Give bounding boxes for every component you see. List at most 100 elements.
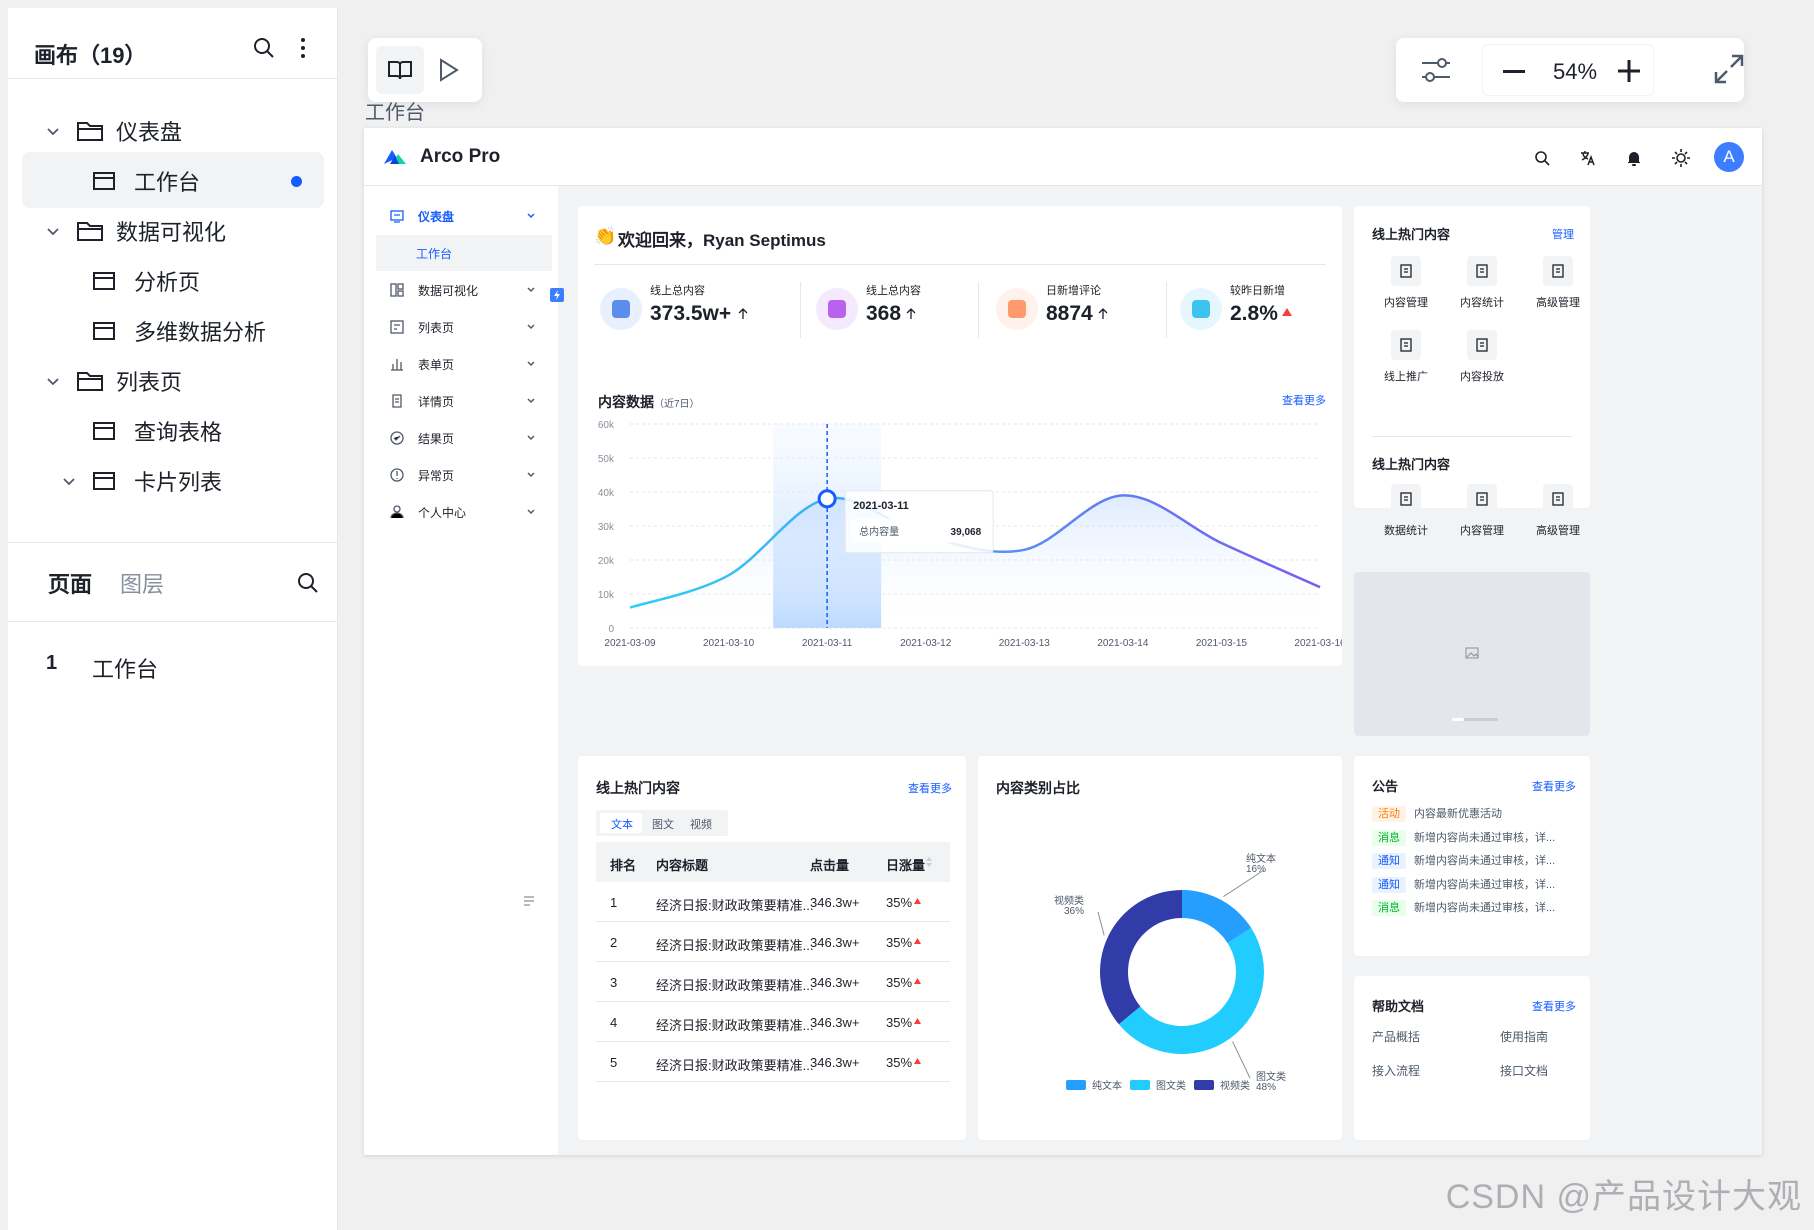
table-row[interactable]: 3 经济日报:财政政策要精准... 346.3w+ 35% xyxy=(596,962,950,1002)
donut-slice[interactable] xyxy=(1100,890,1182,1025)
chevron-down-icon[interactable] xyxy=(60,472,78,490)
notice-item[interactable]: 活动 内容最新优惠活动 xyxy=(1372,804,1582,824)
carousel-indicator[interactable] xyxy=(1452,718,1498,721)
stat-label: 线上总内容 xyxy=(650,285,705,297)
content-data-more-link[interactable]: 查看更多 xyxy=(1282,395,1326,407)
chevron-down-icon[interactable] xyxy=(44,122,62,140)
sidebar-item[interactable]: 详情页 xyxy=(376,383,552,419)
help-link[interactable]: 使用指南 xyxy=(1500,1030,1549,1044)
chevron-down-icon[interactable] xyxy=(44,222,62,240)
chevron-down-icon[interactable] xyxy=(526,469,536,479)
quick-item[interactable]: 内容管理 xyxy=(1376,256,1436,310)
lightning-icon[interactable] xyxy=(550,288,564,302)
manage-link[interactable]: 管理 xyxy=(1552,229,1574,241)
notice-item[interactable]: 消息 新增内容尚未通过审核，详... xyxy=(1372,898,1582,918)
search-icon[interactable] xyxy=(296,571,320,595)
y-tick-label: 20k xyxy=(598,556,615,567)
tab-video[interactable]: 视频 xyxy=(690,819,712,831)
banner-carousel[interactable] xyxy=(1354,572,1590,736)
table-row[interactable]: 2 经济日报:财政政策要精准... 346.3w+ 35% xyxy=(596,922,950,962)
chevron-down-icon[interactable] xyxy=(526,210,536,220)
tooltip-value: 39,068 xyxy=(951,527,982,538)
chevron-down-icon[interactable] xyxy=(526,395,536,405)
sidebar-item[interactable]: 列表页 xyxy=(376,309,552,345)
legend-label[interactable]: 纯文本 xyxy=(1092,1079,1122,1092)
quick-item[interactable]: 内容统计 xyxy=(1452,256,1512,310)
notice-item[interactable]: 消息 新增内容尚未通过审核，详... xyxy=(1372,828,1582,848)
quick-item[interactable]: 内容投放 xyxy=(1452,330,1512,384)
quick-item[interactable]: 高级管理 xyxy=(1528,484,1588,538)
bell-icon[interactable] xyxy=(1627,150,1641,166)
table-row[interactable]: 5 经济日报:财政政策要精准... 346.3w+ 35% xyxy=(596,1042,950,1082)
quick-item[interactable]: 线上推广 xyxy=(1376,330,1436,384)
help-more-link[interactable]: 查看更多 xyxy=(1532,1001,1576,1013)
help-link[interactable]: 接口文档 xyxy=(1500,1064,1549,1078)
quick-item[interactable]: 内容管理 xyxy=(1452,484,1512,538)
legend-swatch[interactable] xyxy=(1066,1080,1086,1090)
hover-point[interactable] xyxy=(817,489,837,509)
avatar[interactable]: A xyxy=(1714,142,1744,172)
legend-label[interactable]: 视频类 xyxy=(1220,1079,1250,1092)
fullscreen-icon[interactable] xyxy=(1714,54,1744,84)
donut-slice[interactable] xyxy=(1118,928,1264,1054)
tree-item[interactable]: 查询表格 xyxy=(8,404,338,458)
x-tick-label: 2021-03-10 xyxy=(703,638,755,649)
settings-sliders-icon[interactable] xyxy=(1420,56,1452,84)
tab-text[interactable]: 文本 xyxy=(611,819,633,831)
chevron-down-icon[interactable] xyxy=(526,321,536,331)
legend-swatch[interactable] xyxy=(1130,1080,1150,1090)
sidebar-item[interactable]: 数据可视化 xyxy=(376,272,552,308)
tab-layers[interactable]: 图层 xyxy=(120,572,165,597)
zoom-in-icon[interactable] xyxy=(1617,59,1641,83)
help-link[interactable]: 接入流程 xyxy=(1372,1064,1421,1078)
search-icon[interactable] xyxy=(252,36,276,60)
chevron-down-icon[interactable] xyxy=(526,506,536,516)
tree-item[interactable]: 卡片列表 xyxy=(8,454,338,508)
page-item-workbench[interactable]: 工作台 xyxy=(92,657,159,682)
tree-item[interactable]: 数据可视化 xyxy=(8,204,338,258)
sort-icon[interactable] xyxy=(926,856,932,868)
tab-pages[interactable]: 页面 xyxy=(48,572,93,597)
sidebar-item[interactable]: 表单页 xyxy=(376,346,552,382)
book-icon[interactable] xyxy=(376,46,424,94)
notice-more-link[interactable]: 查看更多 xyxy=(1532,781,1576,793)
quick-item[interactable]: 数据统计 xyxy=(1376,484,1436,538)
donut-slice[interactable] xyxy=(1182,890,1252,944)
menu-icon xyxy=(390,394,404,408)
table-cell: 经济日报:财政政策要精准... xyxy=(656,898,814,913)
tree-item[interactable]: 工作台 xyxy=(8,154,338,208)
sun-icon[interactable] xyxy=(1672,149,1690,167)
translate-icon[interactable] xyxy=(1580,150,1596,166)
notice-item[interactable]: 通知 新增内容尚未通过审核，详... xyxy=(1372,875,1582,895)
sidebar-item[interactable]: 个人中心 xyxy=(376,494,552,530)
chevron-down-icon[interactable] xyxy=(526,358,536,368)
col-growth[interactable]: 日涨量 xyxy=(886,858,926,873)
collapse-icon[interactable] xyxy=(522,894,536,908)
tree-item[interactable]: 分析页 xyxy=(8,254,338,308)
legend-swatch[interactable] xyxy=(1194,1080,1214,1090)
notice-item[interactable]: 通知 新增内容尚未通过审核，详... xyxy=(1372,851,1582,871)
legend-label[interactable]: 图文类 xyxy=(1156,1079,1186,1092)
help-link[interactable]: 产品概括 xyxy=(1372,1030,1421,1044)
chevron-down-icon[interactable] xyxy=(44,372,62,390)
search-icon[interactable] xyxy=(1534,150,1550,166)
quick-item[interactable]: 高级管理 xyxy=(1528,256,1588,310)
carousel-indicator-active[interactable] xyxy=(1452,718,1464,721)
more-vertical-icon[interactable] xyxy=(300,36,306,60)
tree-item[interactable]: 列表页 xyxy=(8,354,338,408)
tab-image-text[interactable]: 图文 xyxy=(652,819,674,831)
chevron-down-icon[interactable] xyxy=(526,432,536,442)
sidebar-item[interactable]: 异常页 xyxy=(376,457,552,493)
sidebar-item[interactable]: 仪表盘 xyxy=(376,198,552,234)
zoom-out-icon[interactable] xyxy=(1503,70,1525,73)
hot-table-more-link[interactable]: 查看更多 xyxy=(908,783,952,795)
play-icon[interactable] xyxy=(438,58,460,82)
sidebar-item[interactable]: 工作台 xyxy=(376,235,552,271)
chevron-down-icon[interactable] xyxy=(526,284,536,294)
table-row[interactable]: 4 经济日报:财政政策要精准... 346.3w+ 35% xyxy=(596,1002,950,1042)
table-row[interactable]: 1 经济日报:财政政策要精准... 346.3w+ 35% xyxy=(596,882,950,922)
artboard-frame[interactable]: Arco Pro A 仪表盘 工作台 数据可视化 列表页 表单页 详情页 结果页 异常页 个人中… xyxy=(364,128,1762,1155)
tree-item[interactable]: 仪表盘 xyxy=(8,104,338,158)
tree-item[interactable]: 多维数据分析 xyxy=(8,304,338,358)
sidebar-item[interactable]: 结果页 xyxy=(376,420,552,456)
